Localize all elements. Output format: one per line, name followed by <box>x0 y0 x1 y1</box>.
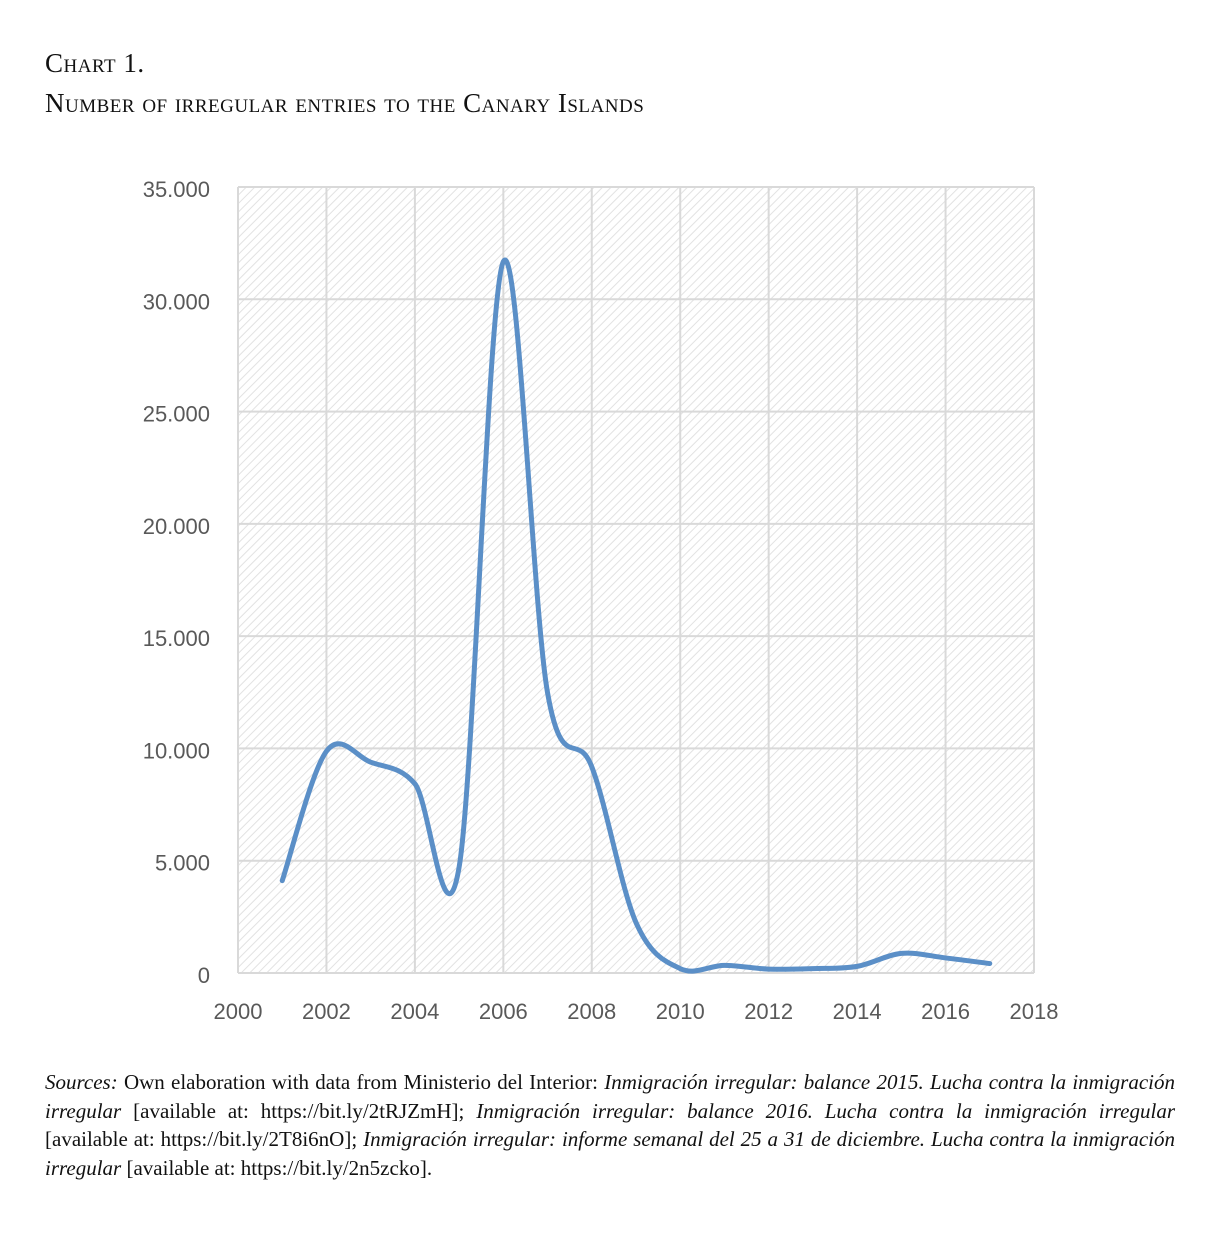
source-title: Inmigración irregular: balance 2016. Luc… <box>476 1098 1175 1123</box>
sources-note: Sources: Own elaboration with data from … <box>45 1068 1175 1182</box>
y-tick-label: 25.000 <box>143 402 210 427</box>
x-tick-label: 2016 <box>921 999 970 1024</box>
y-tick-label: 20.000 <box>143 514 210 539</box>
y-tick-label: 0 <box>198 963 210 988</box>
x-tick-label: 2004 <box>390 999 439 1024</box>
y-tick-label: 15.000 <box>143 626 210 651</box>
x-tick-label: 2006 <box>479 999 528 1024</box>
x-tick-label: 2008 <box>567 999 616 1024</box>
y-tick-label: 35.000 <box>143 177 210 202</box>
sources-text: [available at: https://bit.ly/2tRJZmH]; <box>121 1098 477 1123</box>
series-line <box>279 257 993 974</box>
y-tick-label: 10.000 <box>143 738 210 763</box>
x-tick-label: 2012 <box>744 999 793 1024</box>
source-title: Inmigración irregular: informe semanal d… <box>45 1127 1176 1180</box>
chart-number: Chart 1. <box>45 48 145 78</box>
line-chart: 2000 2002 2004 2006 2008 2010 2012 2014 2016 2018… <box>143 177 1059 1024</box>
chart-title: Number of irregular entries to the Canar… <box>45 88 645 118</box>
sources-text: Own elaboration with data from Ministeri… <box>117 1070 605 1094</box>
plot-area <box>238 187 1034 973</box>
source-title: Inmigración irregular: balance 2015. Luc… <box>45 1070 1175 1123</box>
sources-text: [available at: https://bit.ly/2n5zcko]. <box>121 1155 433 1180</box>
y-tick-label: 5.000 <box>155 851 210 876</box>
sources-label: Sources: <box>45 1070 118 1094</box>
x-tick-label: 2018 <box>1010 999 1059 1024</box>
y-tick-label: 30.000 <box>143 289 210 314</box>
x-tick-label: 2010 <box>656 999 705 1024</box>
x-tick-label: 2002 <box>302 999 351 1024</box>
sources-text: [available at: https://bit.ly/2T8i6nO]; <box>45 1127 364 1151</box>
x-tick-label: 2014 <box>833 999 882 1024</box>
x-tick-label: 2000 <box>214 999 263 1024</box>
